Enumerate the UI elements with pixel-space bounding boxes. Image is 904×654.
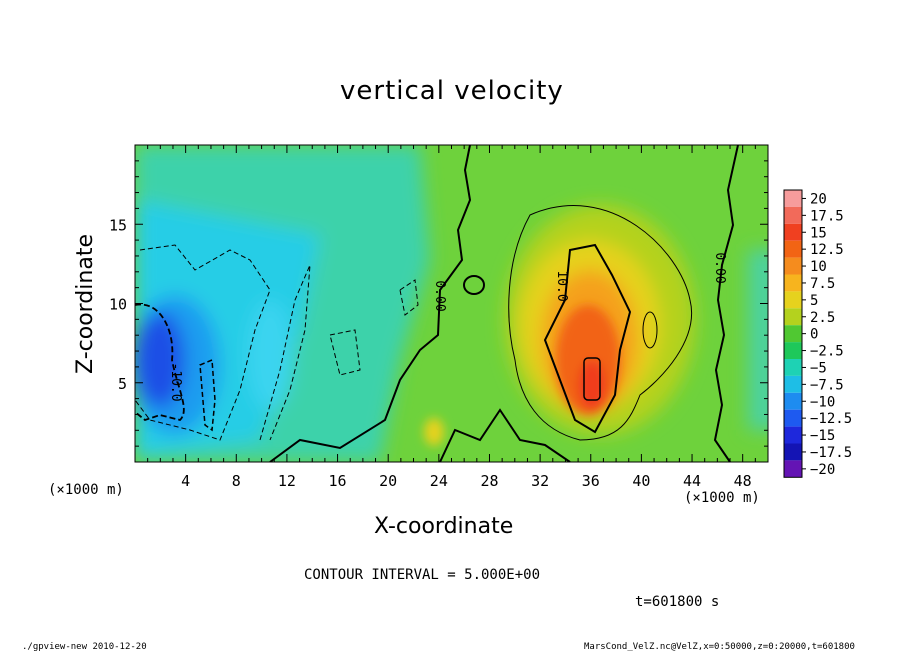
colorbar-label: 10 (810, 259, 827, 275)
x-tick-label: 44 (683, 472, 701, 490)
x-tick-label: 28 (480, 472, 498, 490)
contour-neg-ten-b (199, 358, 216, 432)
x-tick-label: 16 (329, 472, 347, 490)
colorbar-segment (784, 409, 802, 427)
x-axis-label: X-coordinate (374, 514, 514, 539)
x-tick-label: 32 (531, 472, 549, 490)
colorbar-label: 20 (810, 191, 827, 207)
colorbar-label: 2.5 (810, 310, 835, 326)
contour-interval: CONTOUR INTERVAL = 5.000E+00 (304, 567, 541, 583)
colorbar-label: −10 (810, 394, 835, 410)
x-tick-label: 36 (582, 472, 600, 490)
contour-zero-right (713, 145, 739, 462)
x-tick-label: 4 (181, 472, 190, 490)
x-tick-label: 20 (379, 472, 397, 490)
x-tick-label: 8 (232, 472, 241, 490)
x-tick-label: 12 (278, 472, 296, 490)
colorbar-segment (784, 460, 802, 478)
time-label: t=601800 s (635, 594, 720, 610)
chart-title: vertical velocity (340, 76, 564, 106)
positive-peak (578, 360, 606, 410)
colorbar-label: 7.5 (810, 276, 835, 292)
colorbar-segment (784, 426, 802, 444)
colorbar-segment (784, 375, 802, 393)
colorbar-segment (784, 223, 802, 241)
colorbar-segment (784, 443, 802, 461)
x-tick-label: 24 (430, 472, 448, 490)
x-unit-right: (×1000 m) (684, 490, 760, 506)
contour-neg-zero-mid (259, 264, 311, 441)
contour-neg-ten (135, 303, 185, 422)
colorbar-label: −15 (810, 428, 835, 444)
colorbar-label: 15 (810, 225, 827, 241)
y-tick-label: 15 (109, 216, 127, 234)
colorbar-label: 12.5 (810, 242, 844, 258)
colorbar-label: −20 (810, 462, 835, 478)
colorbar-segment (784, 308, 802, 326)
colorbar-segment (784, 257, 802, 275)
heatmap-field (135, 145, 768, 462)
colorbar-label: −2.5 (810, 344, 844, 360)
footer-left: ./gpview-new 2010-12-20 (22, 642, 147, 652)
footer-right: MarsCond_VelZ.nc@VelZ,x=0:50000,z=0:2000… (584, 642, 855, 652)
colorbar-segment (784, 291, 802, 309)
contour-neg-blob (329, 329, 361, 376)
negative-right-edge (748, 250, 768, 430)
colorbar-segment (784, 240, 802, 258)
contour-label-zero-mid: 0.00 (432, 280, 447, 311)
x-tick-label: 48 (734, 472, 752, 490)
x-tick-label: 40 (632, 472, 650, 490)
colorbar-label: −17.5 (810, 445, 852, 461)
contour-label-zero-right: 0.00 (712, 252, 727, 283)
contour-ten (543, 243, 632, 434)
contour-label-ten: 10.0 (554, 270, 569, 301)
colorbar-label: −12.5 (810, 411, 852, 427)
colorbar-segment (784, 325, 802, 343)
contour-five (508, 205, 692, 441)
colorbar-label: 0 (810, 327, 818, 343)
y-tick-label: 5 (118, 375, 127, 393)
contour-neg-zero-left (135, 244, 271, 441)
y-axis-label: Z-coordinate (73, 234, 98, 374)
y-tick-label: 10 (109, 296, 127, 314)
contour-zero-blob (463, 275, 485, 295)
negative-cell-mid (248, 300, 292, 410)
colorbar-label: 5 (810, 293, 818, 309)
contour-zero-main (269, 145, 472, 462)
colorbar: 2017.51512.5107.552.50−2.5−5−7.5−10−12.5… (783, 189, 852, 478)
colorbar-segment (784, 342, 802, 359)
colorbar-segment (784, 190, 802, 207)
colorbar-segment (784, 359, 802, 376)
colorbar-label: 17.5 (810, 208, 844, 224)
colorbar-segment (784, 392, 802, 410)
colorbar-segment (784, 206, 802, 224)
negative-core-left (135, 312, 185, 408)
small-positive-blob (424, 418, 444, 446)
contour-label-neg-ten: -10.0 (168, 362, 183, 401)
contour-neg-blob2 (399, 279, 419, 316)
colorbar-label: −5 (810, 360, 827, 376)
contour-lines (135, 145, 739, 462)
x-unit-left: (×1000 m) (48, 482, 124, 498)
contour-five-small (642, 311, 658, 349)
contour-fifteen (583, 357, 601, 401)
colorbar-label: −7.5 (810, 377, 844, 393)
colorbar-segment (784, 274, 802, 292)
contour-zero-bottom (439, 408, 571, 462)
